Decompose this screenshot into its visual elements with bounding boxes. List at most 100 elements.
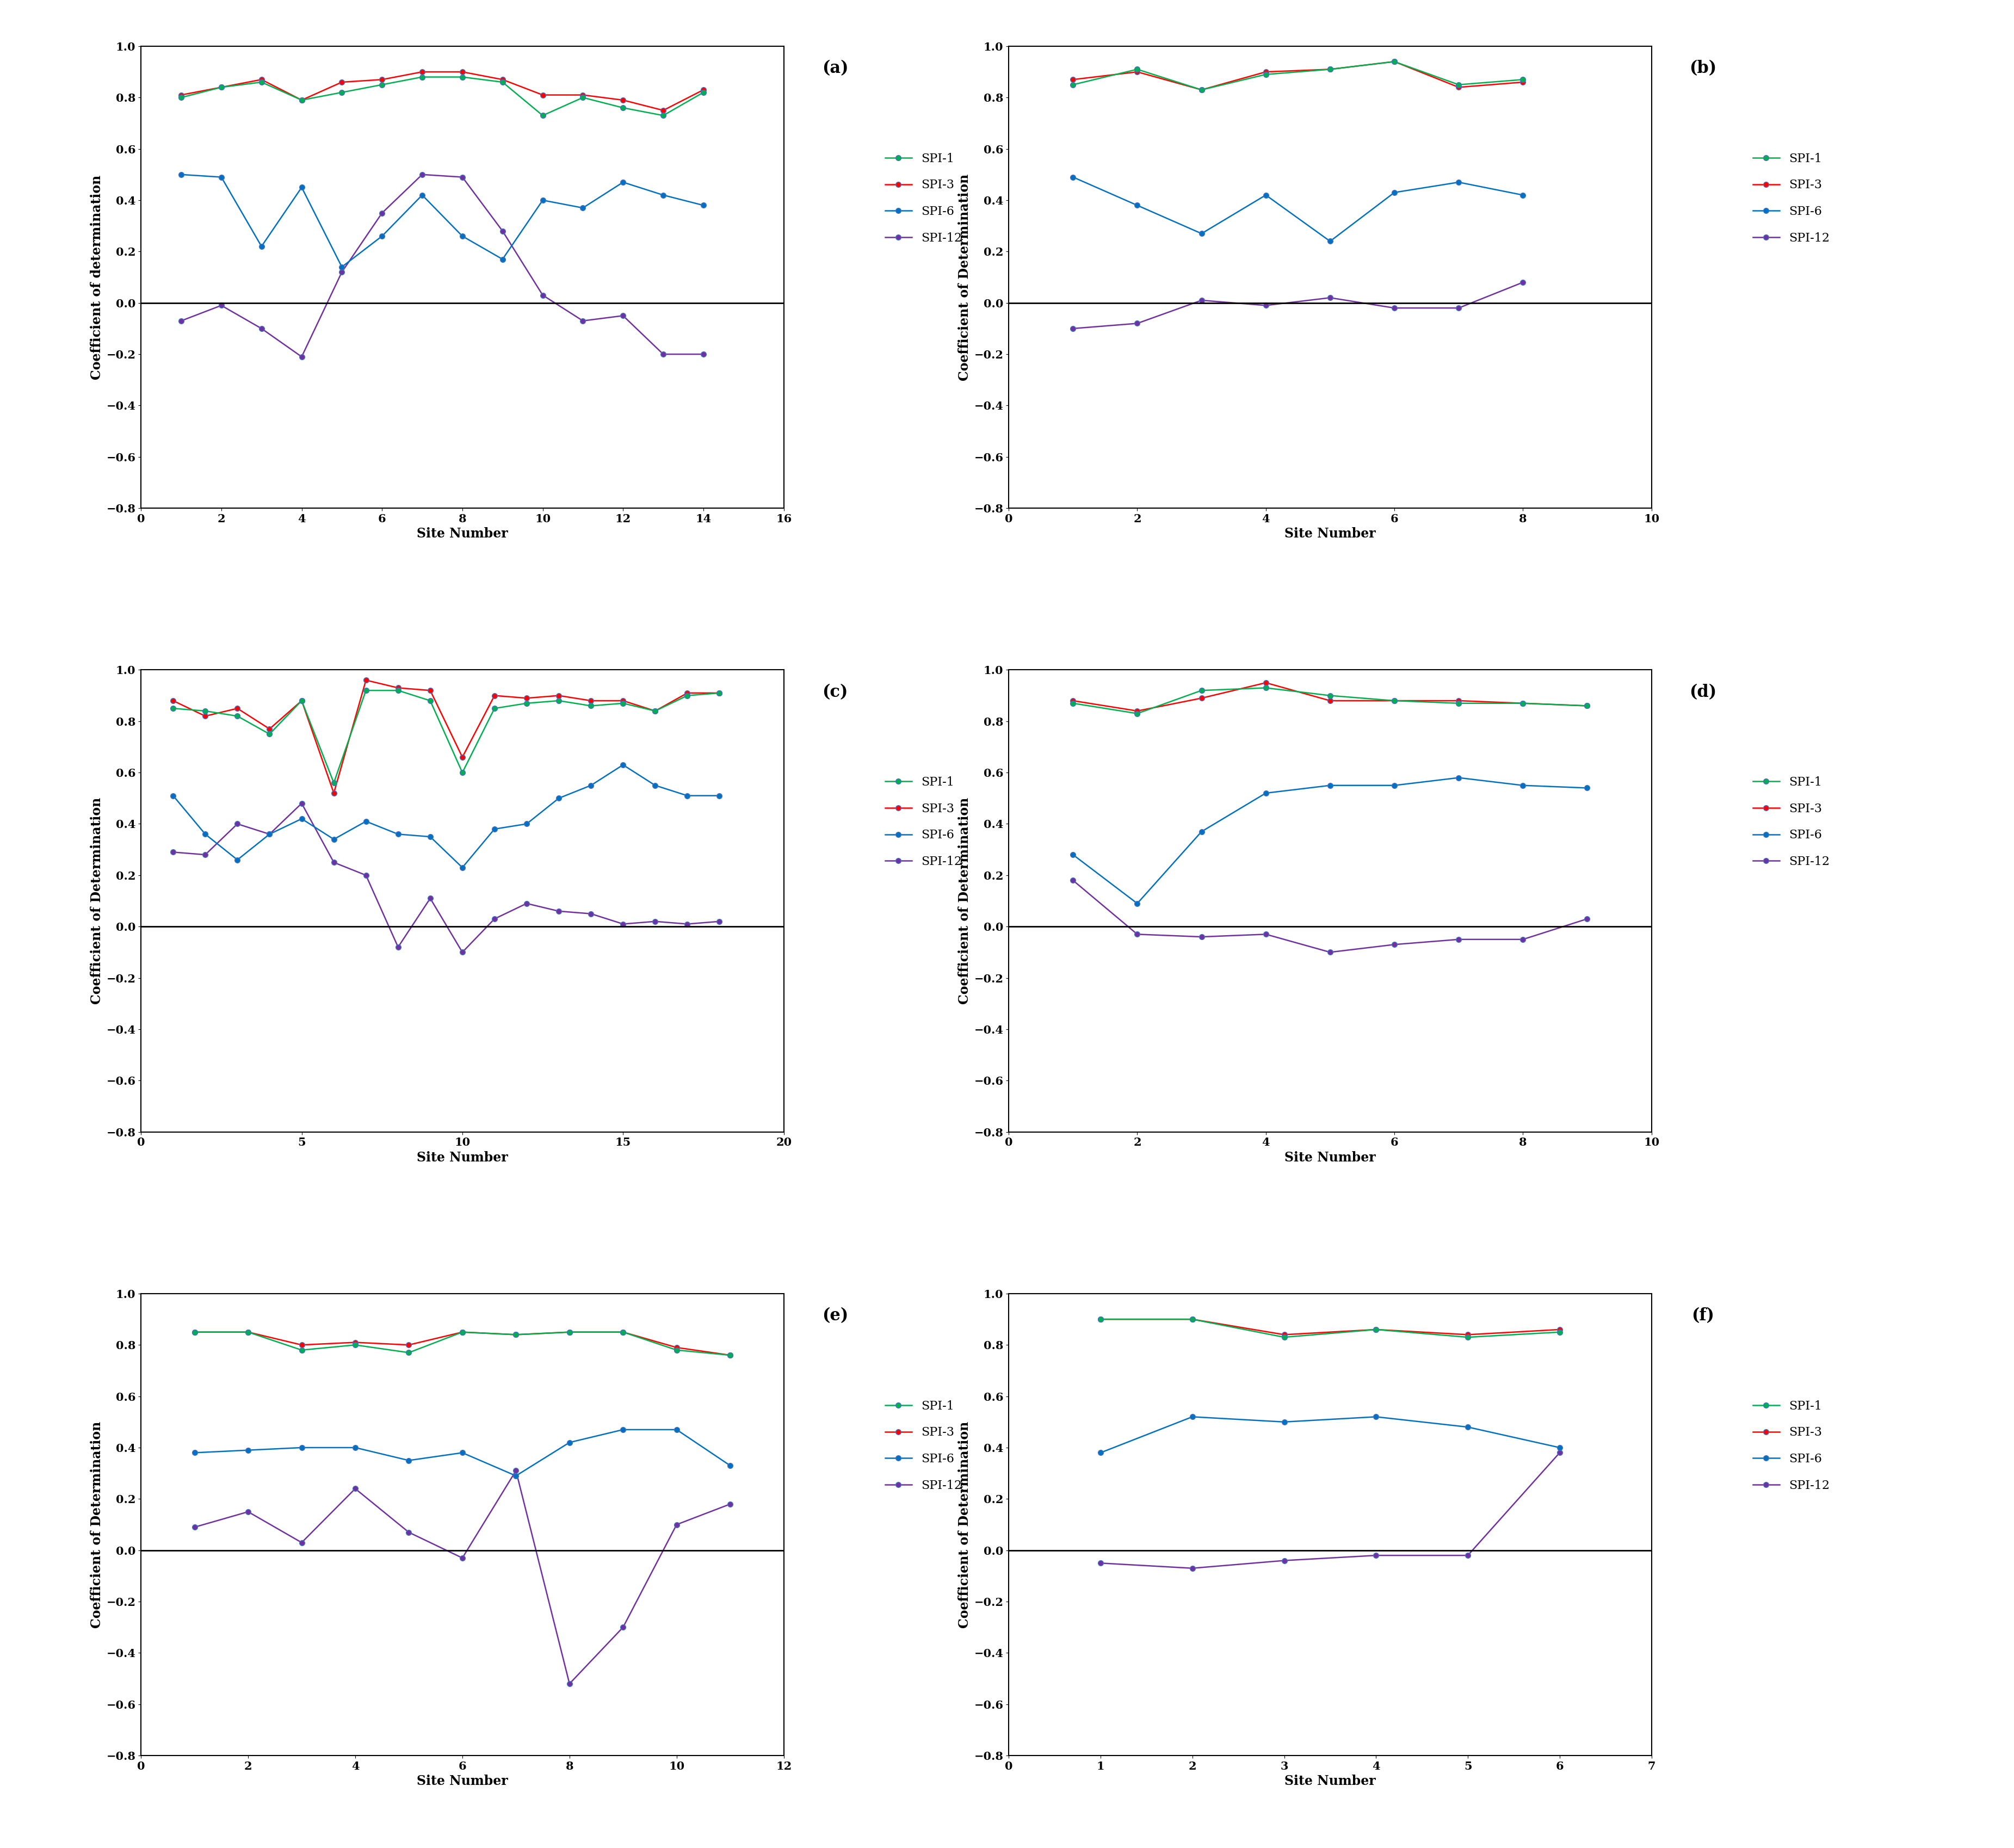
SPI-6: [451, 1441, 475, 1464]
SPI-6: [193, 822, 218, 845]
SPI-12: [1255, 294, 1279, 316]
SPI-6: [1273, 1410, 1297, 1432]
SPI-6: [570, 198, 594, 220]
SPI-6: [250, 235, 274, 257]
SPI-1: [161, 697, 185, 719]
SPI-1: [371, 74, 395, 96]
SPI-1: [1382, 50, 1406, 72]
SPI-3: [1547, 1318, 1571, 1340]
SPI-12: [1363, 1545, 1388, 1567]
SPI-12: [161, 841, 185, 863]
SPI-6: [719, 1454, 743, 1477]
SPI-6: [514, 813, 538, 835]
SPI-1: [1126, 57, 1150, 79]
SPI-12: [642, 911, 667, 933]
Line: SPI-12: SPI-12: [179, 172, 707, 359]
SPI-12: [342, 1478, 367, 1501]
SPI-6: [491, 248, 516, 270]
SPI-12: [330, 261, 354, 283]
SPI-1: [610, 96, 634, 118]
SPI-12: [1382, 933, 1406, 955]
Line: SPI-1: SPI-1: [1069, 59, 1525, 92]
SPI-3: [1190, 79, 1214, 102]
Line: SPI-3: SPI-3: [171, 678, 723, 796]
SPI-1: [1061, 693, 1086, 715]
Line: SPI-1: SPI-1: [191, 1329, 733, 1358]
SPI-3: [193, 706, 218, 728]
SPI-1: [250, 70, 274, 92]
SPI-6: [1446, 767, 1470, 789]
SPI-3: [1446, 689, 1470, 711]
SPI-1: [1190, 79, 1214, 102]
SPI-12: [451, 1547, 475, 1569]
SPI-6: [411, 185, 435, 207]
SPI-6: [1510, 774, 1535, 796]
Text: (d): (d): [1690, 684, 1716, 700]
SPI-1: [530, 105, 554, 128]
Y-axis label: Coefficient of Determination: Coefficient of Determination: [959, 174, 971, 381]
SPI-6: [451, 856, 475, 878]
SPI-1: [209, 76, 234, 98]
Line: SPI-1: SPI-1: [1069, 686, 1589, 717]
SPI-1: [258, 723, 282, 745]
SPI-12: [419, 887, 443, 909]
SPI-1: [193, 700, 218, 723]
SPI-12: [719, 1493, 743, 1515]
SPI-3: [1126, 700, 1150, 723]
SPI-12: [1510, 272, 1535, 294]
Legend: SPI-1, SPI-3, SPI-6, SPI-12: SPI-1, SPI-3, SPI-6, SPI-12: [1748, 148, 1835, 249]
Line: SPI-12: SPI-12: [1069, 878, 1589, 955]
SPI-6: [691, 194, 715, 216]
Line: SPI-6: SPI-6: [1069, 774, 1589, 906]
X-axis label: Site Number: Site Number: [1285, 527, 1376, 540]
SPI-6: [642, 774, 667, 796]
SPI-3: [1088, 1308, 1112, 1331]
SPI-3: [558, 1321, 582, 1343]
SPI-3: [642, 700, 667, 723]
SPI-6: [322, 828, 346, 850]
SPI-6: [1190, 821, 1214, 843]
SPI-1: [1273, 1327, 1297, 1349]
SPI-6: [209, 166, 234, 188]
SPI-1: [514, 693, 538, 715]
SPI-1: [610, 1321, 634, 1343]
SPI-3: [411, 61, 435, 83]
SPI-1: [1510, 68, 1535, 91]
SPI-3: [226, 697, 250, 719]
SPI-6: [610, 754, 634, 776]
Line: SPI-6: SPI-6: [191, 1427, 733, 1478]
Line: SPI-3: SPI-3: [191, 1329, 733, 1358]
SPI-1: [354, 680, 379, 702]
SPI-1: [1446, 693, 1470, 715]
SPI-1: [1088, 1308, 1112, 1331]
SPI-12: [290, 793, 314, 815]
SPI-6: [1456, 1416, 1480, 1438]
SPI-1: [1255, 676, 1279, 699]
SPI-12: [1126, 924, 1150, 946]
SPI-3: [610, 1321, 634, 1343]
SPI-6: [1382, 181, 1406, 203]
SPI-3: [530, 83, 554, 105]
SPI-3: [258, 717, 282, 739]
SPI-6: [578, 774, 602, 796]
SPI-1: [491, 70, 516, 92]
SPI-1: [1317, 57, 1341, 79]
SPI-1: [290, 1340, 314, 1362]
SPI-6: [1363, 1406, 1388, 1429]
SPI-3: [483, 684, 508, 706]
SPI-12: [1317, 941, 1341, 963]
SPI-12: [1088, 1552, 1112, 1574]
SPI-12: [1446, 298, 1470, 320]
SPI-12: [193, 843, 218, 865]
SPI-12: [1317, 286, 1341, 309]
Legend: SPI-1, SPI-3, SPI-6, SPI-12: SPI-1, SPI-3, SPI-6, SPI-12: [1748, 1395, 1835, 1497]
SPI-1: [1180, 1308, 1204, 1331]
SPI-1: [411, 67, 435, 89]
SPI-3: [330, 70, 354, 92]
SPI-6: [290, 1436, 314, 1458]
SPI-6: [1575, 776, 1599, 798]
SPI-12: [451, 941, 475, 963]
SPI-6: [1446, 172, 1470, 194]
SPI-12: [491, 220, 516, 242]
SPI-6: [258, 822, 282, 845]
